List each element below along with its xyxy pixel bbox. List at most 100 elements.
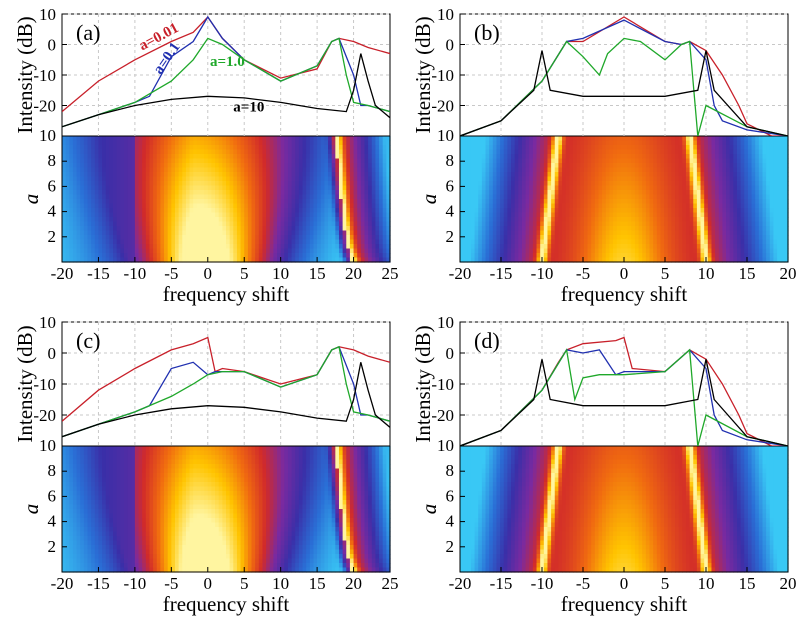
heatmap-cell xyxy=(287,253,293,259)
heatmap-cell xyxy=(587,212,592,218)
heatmap-cell xyxy=(667,244,672,250)
heatmap-cell xyxy=(543,158,549,164)
heatmap-cell xyxy=(386,145,391,151)
heatmap-cell xyxy=(178,154,183,160)
heatmap-cell xyxy=(474,203,479,209)
heatmap-cell xyxy=(514,248,519,254)
heatmap-cell xyxy=(780,167,785,173)
heatmap-cell xyxy=(328,226,333,232)
heatmap-cell xyxy=(295,163,300,169)
heatmap-cell xyxy=(120,248,125,254)
heatmap-cell xyxy=(762,172,767,178)
heatmap-cell xyxy=(726,199,731,205)
heatmap-cell xyxy=(247,136,253,142)
heatmap-cell xyxy=(298,235,304,241)
heatmap-cell xyxy=(777,212,782,218)
heatmap-cell xyxy=(762,230,767,236)
heatmap-cell xyxy=(576,244,581,250)
heatmap-cell xyxy=(149,208,154,214)
heatmap-cell xyxy=(602,190,607,196)
heatmap-cell xyxy=(262,257,267,263)
heatmap-cell xyxy=(485,199,490,205)
heatmap-cell xyxy=(302,181,307,187)
heatmap-cell xyxy=(682,248,687,254)
heatmap-cell xyxy=(156,203,161,209)
heatmap-cell xyxy=(529,194,534,200)
heatmap-cell xyxy=(266,158,271,164)
heatmap-cell xyxy=(729,235,734,241)
heatmap-cell xyxy=(353,221,358,227)
heatmap-cell xyxy=(551,158,556,164)
heatmap-cell xyxy=(511,208,516,214)
heatmap-cell xyxy=(591,154,596,160)
heatmap-cell xyxy=(467,176,472,182)
heatmap-cell xyxy=(142,253,147,259)
heatmap-cell xyxy=(733,212,738,218)
heatmap-cell xyxy=(704,163,709,169)
heatmap-cell xyxy=(98,199,103,205)
heatmap-cell xyxy=(160,145,165,151)
heatmap-cell xyxy=(306,230,311,236)
heatmap-cell xyxy=(317,172,322,178)
heatmap-cell xyxy=(572,172,578,178)
heatmap-cell xyxy=(357,257,362,263)
heatmap-cell xyxy=(207,257,213,263)
heatmap-cell xyxy=(233,199,238,205)
heatmap-cell xyxy=(328,154,333,160)
heatmap-cell xyxy=(591,176,596,182)
heatmap-cell xyxy=(120,181,125,187)
heatmap-cell xyxy=(700,154,705,160)
heatmap-cell xyxy=(598,190,603,196)
heatmap-cell xyxy=(324,167,329,173)
heatmap-cell xyxy=(69,239,74,245)
heatmap-cell xyxy=(193,181,198,187)
heatmap-cell xyxy=(729,154,734,160)
heatmap-cell xyxy=(105,158,110,164)
heatmap-cell xyxy=(682,190,687,196)
heatmap-cell xyxy=(489,212,494,218)
heatmap-cell xyxy=(514,244,519,250)
heatmap-cell xyxy=(357,163,362,169)
heatmap-cell xyxy=(145,208,151,214)
heatmap-cell xyxy=(755,158,760,164)
heatmap-cell xyxy=(766,226,771,232)
heatmap-cell xyxy=(182,154,187,160)
heatmap-cell xyxy=(576,158,581,164)
heatmap-cell xyxy=(357,208,362,214)
heatmap-cell xyxy=(204,217,209,223)
heatmap-cell xyxy=(120,239,125,245)
heatmap-cell xyxy=(287,221,293,227)
heatmap-cell xyxy=(277,136,282,142)
heatmap-cell xyxy=(349,239,355,245)
heatmap-cell xyxy=(102,226,107,232)
heatmap-cell xyxy=(62,217,67,223)
heatmap-cell xyxy=(116,248,121,254)
heatmap-cell xyxy=(123,172,129,178)
heatmap-cell xyxy=(521,190,527,196)
heatmap-cell xyxy=(514,136,519,142)
heatmap-cell xyxy=(591,217,596,223)
heatmap-cell xyxy=(682,163,687,169)
heatmap-cell xyxy=(331,176,336,182)
heatmap-cell xyxy=(726,172,731,178)
heatmap-cell xyxy=(733,217,738,223)
heatmap-cell xyxy=(540,136,545,142)
heatmap-cell xyxy=(269,199,274,205)
heatmap-cell xyxy=(489,221,494,227)
heatmap-cell xyxy=(153,154,158,160)
heatmap-cell xyxy=(309,212,315,218)
heatmap-cell xyxy=(72,257,78,263)
heatmap-cell xyxy=(255,203,260,209)
heatmap-cell xyxy=(704,158,709,164)
heatmap-cell xyxy=(722,248,727,254)
heatmap-cell xyxy=(182,199,187,205)
heatmap-cell xyxy=(167,181,172,187)
heatmap-cell xyxy=(675,208,680,214)
heatmap-cell xyxy=(543,217,549,223)
heatmap-cell xyxy=(649,181,654,187)
heatmap-cell xyxy=(338,230,344,236)
heatmap-cell xyxy=(569,208,574,214)
heatmap-cell xyxy=(736,230,742,236)
heatmap-cell xyxy=(766,208,771,214)
heatmap-cell xyxy=(313,185,318,191)
